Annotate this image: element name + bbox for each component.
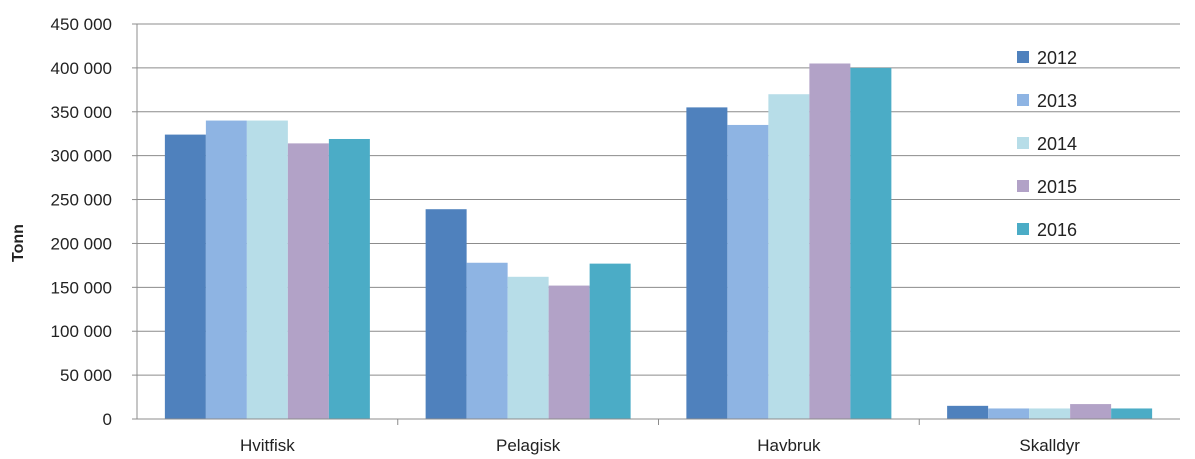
bar-2013-havbruk bbox=[727, 124, 769, 419]
bar-2013-skalldyr bbox=[988, 408, 1030, 419]
bar-2012-skalldyr bbox=[947, 405, 989, 419]
y-tick-label: 0 bbox=[103, 410, 112, 429]
bar-2014-havbruk bbox=[768, 94, 810, 419]
axes bbox=[132, 23, 1180, 425]
y-tick-label: 250 000 bbox=[51, 191, 112, 210]
y-tick-label: 300 000 bbox=[51, 147, 112, 166]
legend-swatch-2013 bbox=[1017, 94, 1029, 106]
y-tick-label: 400 000 bbox=[51, 59, 112, 78]
bar-2012-pelagisk bbox=[425, 209, 467, 419]
y-tick-label: 150 000 bbox=[51, 278, 112, 297]
bar-2015-skalldyr bbox=[1070, 404, 1112, 419]
legend-swatch-2015 bbox=[1017, 180, 1029, 192]
x-tick-label: Havbruk bbox=[757, 436, 821, 455]
bar-2014-pelagisk bbox=[507, 276, 549, 419]
y-tick-label: 100 000 bbox=[51, 322, 112, 341]
legend-label-2014: 2014 bbox=[1037, 134, 1077, 154]
bar-2013-hvitfisk bbox=[205, 120, 247, 420]
y-tick-label: 200 000 bbox=[51, 234, 112, 253]
bar-2015-hvitfisk bbox=[287, 143, 329, 419]
bar-2015-havbruk bbox=[809, 63, 851, 419]
bar-2016-skalldyr bbox=[1111, 408, 1153, 419]
bar-2016-pelagisk bbox=[589, 263, 631, 419]
x-tick-label: Pelagisk bbox=[496, 436, 561, 455]
legend-swatch-2016 bbox=[1017, 223, 1029, 235]
y-tick-label: 350 000 bbox=[51, 103, 112, 122]
bar-2012-havbruk bbox=[686, 107, 728, 419]
bar-2014-skalldyr bbox=[1029, 408, 1071, 419]
bar-2012-hvitfisk bbox=[164, 134, 206, 419]
bar-2013-pelagisk bbox=[466, 262, 508, 419]
bar-2015-pelagisk bbox=[548, 285, 590, 419]
y-tick-labels: 0 50 000 100 000 150 000 200 000 250 000 300 0… bbox=[51, 15, 112, 429]
legend-label-2013: 2013 bbox=[1037, 91, 1077, 111]
bars bbox=[164, 63, 1153, 420]
bar-2016-havbruk bbox=[850, 67, 892, 419]
y-tick-label: 50 000 bbox=[60, 366, 112, 385]
x-tick-label: Skalldyr bbox=[1019, 436, 1080, 455]
x-tick-labels: Hvitfisk Pelagisk Havbruk Skalldyr bbox=[240, 436, 1080, 455]
legend-label-2016: 2016 bbox=[1037, 220, 1077, 240]
bar-2014-hvitfisk bbox=[246, 120, 288, 420]
y-axis-label: Tonn bbox=[10, 224, 27, 262]
legend-label-2012: 2012 bbox=[1037, 48, 1077, 68]
legend-swatch-2012 bbox=[1017, 51, 1029, 63]
legend-label-2015: 2015 bbox=[1037, 177, 1077, 197]
y-tick-label: 450 000 bbox=[51, 15, 112, 34]
legend-swatch-2014 bbox=[1017, 137, 1029, 149]
x-tick-label: Hvitfisk bbox=[240, 436, 295, 455]
legend: 2012 2013 2014 2015 2016 bbox=[1017, 48, 1077, 240]
bar-2016-hvitfisk bbox=[328, 138, 370, 419]
